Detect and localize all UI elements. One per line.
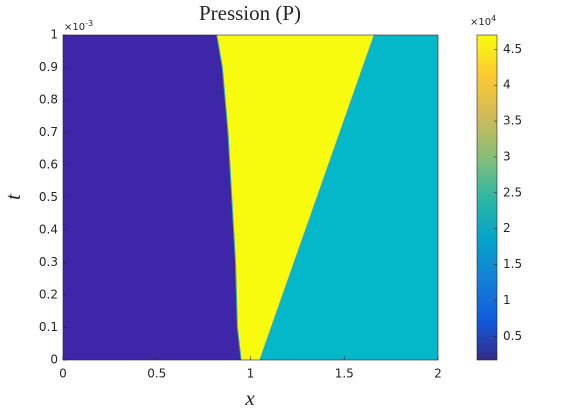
chart-title: Pression (P): [199, 1, 301, 25]
colorbar-tick-label: 4.5: [503, 42, 522, 56]
x-tick-label: 2: [434, 367, 442, 381]
colorbar-tick-label: 2.5: [503, 185, 522, 199]
y-tick-label: 0.9: [39, 60, 58, 74]
colorbar: [476, 34, 498, 361]
y-tick-label: 0.6: [39, 158, 58, 172]
colorbar-tick-label: 1.5: [503, 257, 522, 271]
y-axis-label: t: [1, 193, 25, 200]
front-line: [216, 34, 242, 361]
region: [259, 35, 438, 360]
multiplier-base: ×10: [470, 17, 491, 28]
y-tick-label: 1: [50, 28, 58, 42]
multiplier-exponent: -3: [85, 19, 93, 28]
front-line: [259, 34, 375, 361]
colorbar-tick-label: 3: [503, 149, 511, 163]
x-tick-label: 1.5: [335, 367, 354, 381]
colorbar-tick-label: 0.5: [503, 329, 522, 343]
x-tick-label: 0.5: [147, 367, 166, 381]
region: [216, 35, 375, 360]
y-multiplier: ×10-3: [64, 19, 93, 34]
y-tick-label: 0.8: [39, 93, 58, 107]
multiplier-exponent: 4: [491, 14, 496, 23]
x-tick-label: 0: [59, 367, 67, 381]
y-tick-label: 0.7: [39, 125, 58, 139]
y-tick-label: 0.2: [39, 288, 58, 302]
y-tick-label: 0: [50, 353, 58, 367]
region: [63, 35, 242, 360]
y-tick-label: 0.5: [39, 190, 58, 204]
y-tick-label: 0.1: [39, 320, 58, 334]
y-tick-label: 0.4: [39, 223, 58, 237]
y-tick-label: 0.3: [39, 255, 58, 269]
colorbar-tick-label: 1: [503, 293, 511, 307]
colorbar-tick-label: 2: [503, 221, 511, 235]
colorbar-tick-label: 4: [503, 78, 511, 92]
x-tick-label: 1: [247, 367, 255, 381]
colorbar-tick-label: 3.5: [503, 114, 522, 128]
x-axis-label: x: [244, 386, 255, 410]
multiplier-base: ×10: [64, 22, 85, 33]
colorbar-multiplier: ×104: [470, 14, 496, 29]
